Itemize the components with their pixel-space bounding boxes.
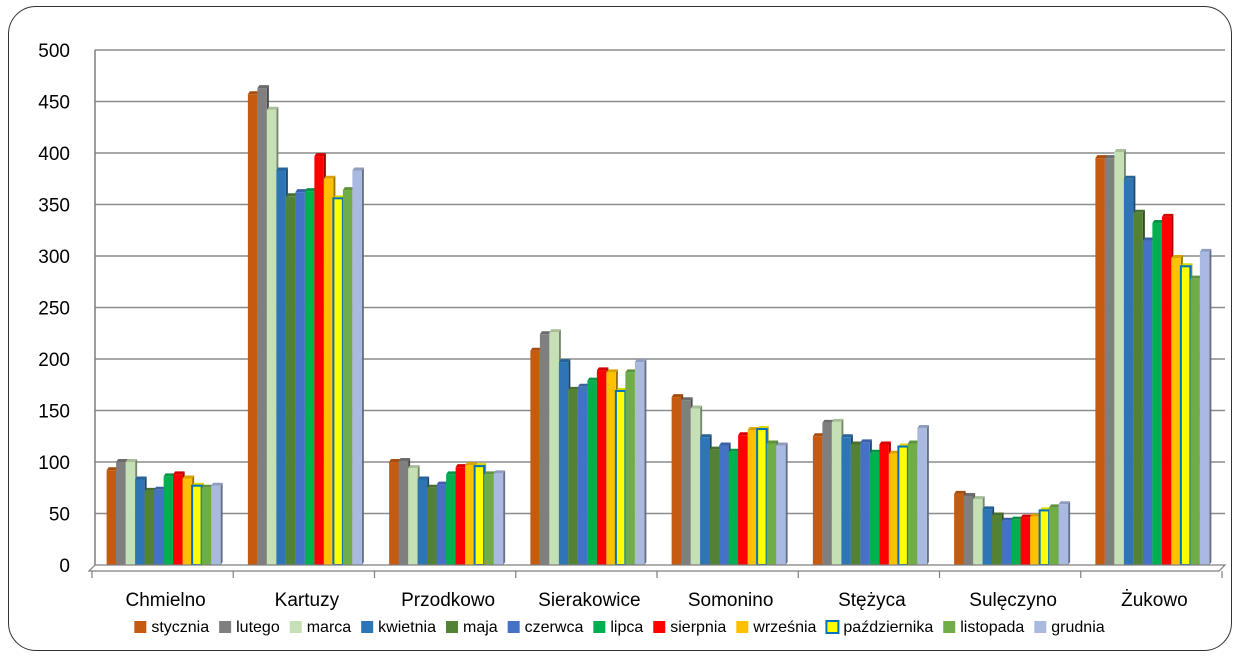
legend-label: listopada xyxy=(960,619,1024,636)
x-category-label: Stężyca xyxy=(838,590,906,611)
x-category-label: Somonino xyxy=(688,590,774,611)
bar xyxy=(776,442,788,565)
legend-item: grudnia xyxy=(1034,619,1105,636)
y-tick-label: 400 xyxy=(38,144,70,165)
y-tick-label: 150 xyxy=(38,402,70,423)
y-tick-label: 350 xyxy=(38,196,70,217)
legend-label: maja xyxy=(463,619,498,636)
legend-item: września xyxy=(736,619,817,636)
legend-swatch xyxy=(825,620,840,634)
x-axis-floor xyxy=(87,564,1227,572)
legend-swatch xyxy=(653,621,666,633)
y-tick-label: 100 xyxy=(38,453,70,474)
bar xyxy=(1199,248,1212,565)
legend-swatch xyxy=(361,621,374,633)
bars xyxy=(106,85,1212,567)
y-tick-label: 200 xyxy=(38,350,70,371)
legend-label: lutego xyxy=(236,619,280,636)
legend-item: października xyxy=(825,619,933,636)
legend-item: sierpnia xyxy=(653,619,726,636)
y-axis-ticks: 0 50 100 150 200 250 300 350 400 450 500 xyxy=(38,41,70,577)
legend-label: lipca xyxy=(610,619,643,636)
legend-item: lutego xyxy=(219,619,280,636)
legend-swatch xyxy=(736,621,749,633)
x-category-label: Żukowo xyxy=(1121,590,1188,611)
legend: stycznia lutego marca kwietnia maja czerwca li… xyxy=(134,619,1105,636)
axes xyxy=(87,50,1227,578)
bar xyxy=(1058,501,1071,565)
legend-swatch xyxy=(593,621,606,633)
legend-label: września xyxy=(752,619,816,636)
legend-item: marca xyxy=(289,619,352,636)
x-category-label: Sierakowice xyxy=(538,590,640,611)
legend-item: lipca xyxy=(593,619,643,636)
x-category-label: Przodkowo xyxy=(401,590,495,611)
x-category-label: Kartuzy xyxy=(275,590,340,611)
legend-label: października xyxy=(843,619,933,636)
y-tick-label: 500 xyxy=(38,41,70,62)
legend-item: maja xyxy=(445,619,498,636)
legend-item: kwietnia xyxy=(361,619,436,636)
legend-label: czerwca xyxy=(525,619,584,636)
legend-label: stycznia xyxy=(151,619,209,636)
bar xyxy=(917,425,929,565)
y-tick-label: 450 xyxy=(38,93,70,114)
legend-label: kwietnia xyxy=(378,619,436,636)
y-tick-label: 250 xyxy=(38,299,70,320)
x-category-label: Chmielno xyxy=(125,590,205,611)
legend-label: sierpnia xyxy=(670,619,726,636)
y-tick-label: 50 xyxy=(49,505,70,526)
legend-swatch xyxy=(219,621,232,633)
legend-swatch xyxy=(1034,621,1047,633)
y-tick-label: 0 xyxy=(59,556,70,577)
bar xyxy=(493,470,506,565)
x-axis-labels: Chmielno Kartuzy Przodkowo Sierakowice Somon… xyxy=(125,590,1187,611)
legend-swatch xyxy=(507,621,520,633)
legend-label: grudnia xyxy=(1051,619,1104,636)
y-tick-label: 300 xyxy=(38,247,70,268)
legend-item: listopada xyxy=(943,619,1024,636)
bar xyxy=(634,359,647,565)
legend-item: czerwca xyxy=(507,619,584,636)
x-category-label: Sulęczyno xyxy=(969,590,1057,611)
legend-swatch xyxy=(445,621,458,633)
legend-swatch xyxy=(943,621,956,633)
legend-swatch xyxy=(289,621,302,633)
bar xyxy=(211,482,223,565)
bar xyxy=(352,167,364,565)
legend-item: stycznia xyxy=(134,619,209,636)
legend-swatch xyxy=(134,621,147,633)
legend-label: marca xyxy=(307,619,352,636)
